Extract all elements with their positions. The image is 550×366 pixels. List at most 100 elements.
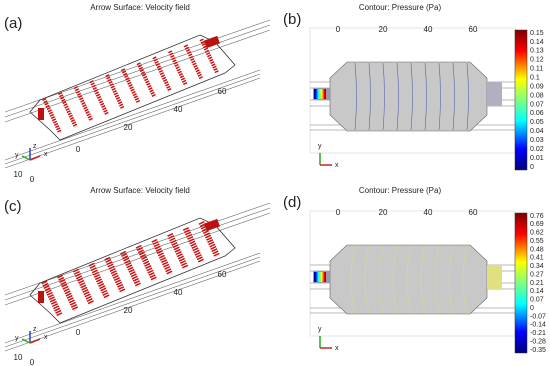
contour-line [438,62,441,131]
channel-line [4,252,261,344]
x-tick-label: 20 [379,208,388,217]
channel-line [4,260,261,352]
contour-line [382,62,385,131]
inlet-jet [314,89,326,99]
tank [29,34,236,141]
axis-label: 10 [14,170,23,179]
colorbar-label: 0.41 [530,255,544,262]
colorbar-label: 0.14 [530,39,544,46]
channel-line [4,256,261,348]
velocity-arrows [168,50,188,87]
channel-line [4,77,261,169]
velocity-arrows [151,238,173,276]
velocity-arrows [199,38,220,75]
contour-line [364,245,370,314]
colorbar-label: 0.12 [530,57,544,64]
velocity-arrows [183,44,204,81]
colorbar-label: 0 [530,305,534,312]
outlet-block [204,35,220,49]
velocity-arrows [167,232,189,270]
velocity-arrows [89,80,110,116]
tank [29,217,236,324]
x-tick-label: 40 [424,25,433,34]
panel-label: (a) [4,15,22,32]
inlet-jet [314,272,326,282]
channel-line [4,212,271,306]
panel-label: (b) [283,11,301,28]
channel-line [4,29,271,123]
velocity-arrows [42,97,62,134]
colorbar-label: 0.09 [530,83,544,90]
axis-label: 60 [218,87,227,96]
colorbar-label: 0.13 [530,48,544,55]
colorbar-label: 0.34 [530,263,544,270]
colorbar-label: 0.76 [530,213,544,220]
contour-line [350,245,356,314]
colorbar-label: 0.08 [530,92,544,99]
contour-line [420,245,426,314]
velocity-arrows [136,62,157,98]
outlet [487,265,502,289]
triad-y [21,155,31,161]
triad-x [29,155,41,161]
colorbar-label: -0.28 [530,338,546,345]
panel-title: Contour: Pressure (Pa) [359,186,442,195]
velocity-arrows [120,68,141,104]
triad-label: x [335,162,339,169]
contour-line [466,62,469,131]
panel-label: (c) [4,198,22,215]
velocity-arrows [152,56,172,93]
triad-label: y [318,326,322,333]
contour-line [396,62,399,131]
velocity-arrows [57,274,79,312]
panel-label: (d) [283,194,301,211]
triad-label: x [44,151,48,158]
triad-x [29,338,41,344]
velocity-arrows [104,256,126,294]
axis-label: 10 [14,353,23,362]
axis-label: 20 [124,306,133,315]
panel-title: Contour: Pressure (Pa) [359,3,442,12]
colorbar-label: 0.07 [530,297,544,304]
axis-label: 20 [124,123,133,132]
channel-line [4,207,271,301]
colorbar-label: -0.14 [530,322,546,329]
colorbar-label: 0.27 [530,271,544,278]
contour-line [354,62,357,131]
colorbar-label: 0.04 [530,128,544,135]
contour-line [434,245,440,314]
colorbar-label: -0.07 [530,313,546,320]
contour-line [406,245,412,314]
colorbar [514,212,528,354]
colorbar-label: -0.21 [530,330,546,337]
panel-title: Arrow Surface: Velocity field [90,186,190,195]
axis-label: 60 [218,270,227,279]
channel-line [4,69,261,161]
contour-line [392,245,398,314]
contour-line [368,62,371,131]
colorbar-label: 0.21 [530,280,544,287]
domain [329,61,488,132]
colorbar-label: 0.11 [530,66,543,73]
triad-label: y [318,143,322,150]
panel-title: Arrow Surface: Velocity field [90,3,190,12]
inlet-block [38,108,44,120]
colorbar-label: 0.06 [530,110,544,117]
axis-label: 0 [30,175,35,184]
inlet-block [38,291,44,303]
channel-line [4,24,271,118]
contour-line [462,245,468,314]
x-tick-label: 20 [379,25,388,34]
contour-line [424,62,427,131]
axis-label: 0 [30,358,35,366]
velocity-arrows [182,226,205,264]
x-tick-label: 0 [336,208,341,217]
velocity-arrows [73,86,94,122]
colorbar-label: 0.48 [530,246,544,253]
colorbar [514,29,528,171]
triad-label: z [33,143,37,150]
velocity-arrows [120,250,142,288]
colorbar-label: 0.1 [530,75,540,82]
triad-y [21,338,31,344]
